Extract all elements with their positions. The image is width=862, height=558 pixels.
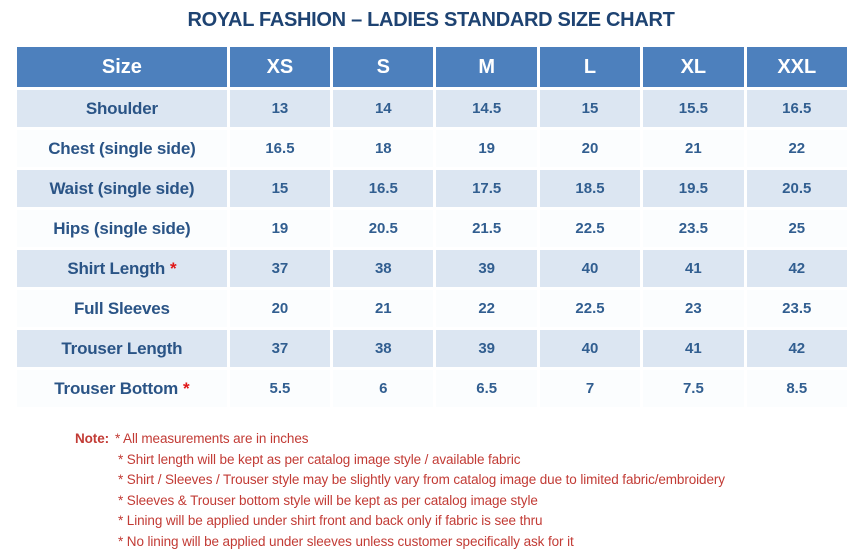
- cell-value: 21.5: [436, 210, 537, 247]
- cell-value: 23.5: [746, 290, 847, 327]
- header-row: Size XS S M L XL XXL: [17, 47, 847, 87]
- row-label-text: Hips (single side): [53, 218, 191, 238]
- cell-value: 15.5: [643, 90, 744, 127]
- cell-value: 42: [746, 250, 847, 287]
- cell-value: 37: [229, 330, 331, 367]
- cell-value: 22: [436, 290, 537, 327]
- row-label: Hips (single side): [17, 210, 227, 247]
- cell-value: 8.5: [746, 370, 847, 407]
- cell-value: 22.5: [539, 210, 641, 247]
- note-line: * Sleeves & Trouser bottom style will be…: [118, 492, 538, 508]
- cell-value: 17.5: [436, 170, 537, 207]
- notes-section: Note: * All measurements are in inches * …: [75, 429, 862, 552]
- row-label-text: Shirt Length: [67, 258, 166, 278]
- cell-value: 16.5: [746, 90, 847, 127]
- note-text: * All measurements are in inches: [115, 431, 309, 446]
- cell-value: 14: [333, 90, 434, 127]
- table-row-chest: Chest (single side) 16.5 18 19 20 21 22: [17, 130, 847, 167]
- table-row-full-sleeves: Full Sleeves 20 21 22 22.5 23 23.5: [17, 290, 847, 327]
- cell-value: 39: [436, 250, 537, 287]
- cell-value: 25: [746, 210, 847, 247]
- row-label: Shirt Length *: [17, 250, 227, 287]
- cell-value: 16.5: [333, 170, 434, 207]
- cell-value: 22.5: [539, 290, 641, 327]
- cell-value: 14.5: [436, 90, 537, 127]
- table-row-shirt-length: Shirt Length * 37 38 39 40 41 42: [17, 250, 847, 287]
- row-label: Full Sleeves: [17, 290, 227, 327]
- cell-value: 40: [539, 330, 641, 367]
- row-label-text: Full Sleeves: [73, 298, 170, 318]
- row-label: Chest (single side): [17, 130, 227, 167]
- cell-value: 37: [229, 250, 331, 287]
- column-header-xxl: XXL: [746, 47, 847, 87]
- cell-value: 20: [229, 290, 331, 327]
- table-row-waist: Waist (single side) 15 16.5 17.5 18.5 19…: [17, 170, 847, 207]
- row-label: Trouser Bottom *: [17, 370, 227, 407]
- cell-value: 40: [539, 250, 641, 287]
- cell-value: 22: [746, 130, 847, 167]
- row-label-text: Waist (single side): [49, 178, 195, 198]
- asterisk-mark: *: [183, 378, 190, 398]
- row-label: Trouser Length: [17, 330, 227, 367]
- note-line: * No lining will be applied under sleeve…: [118, 533, 574, 549]
- row-label-text: Chest (single side): [48, 138, 196, 158]
- cell-value: 6: [333, 370, 434, 407]
- cell-value: 18: [333, 130, 434, 167]
- column-header-m: M: [436, 47, 537, 87]
- row-label: Shoulder: [17, 90, 227, 127]
- cell-value: 6.5: [436, 370, 537, 407]
- page-title: ROYAL FASHION – LADIES STANDARD SIZE CHA…: [187, 9, 675, 31]
- cell-value: 20: [539, 130, 641, 167]
- note-line: * Lining will be applied under shirt fro…: [118, 513, 543, 528]
- note-line: * Shirt / Sleeves / Trouser style may be…: [118, 472, 725, 487]
- table-row-hips: Hips (single side) 19 20.5 21.5 22.5 23.…: [17, 210, 847, 247]
- cell-value: 23.5: [643, 210, 744, 247]
- table-row-shoulder: Shoulder 13 14 14.5 15 15.5 16.5: [17, 90, 847, 127]
- cell-value: 38: [333, 330, 434, 367]
- row-label: Waist (single side): [17, 170, 227, 207]
- cell-value: 42: [746, 330, 847, 367]
- note-line: * Shirt length will be kept as per catal…: [118, 451, 521, 467]
- column-header-xs: XS: [229, 47, 331, 87]
- row-label-text: Trouser Bottom: [54, 378, 179, 398]
- cell-value: 20.5: [746, 170, 847, 207]
- cell-value: 19.5: [643, 170, 744, 207]
- column-header-xl: XL: [643, 47, 744, 87]
- cell-value: 7: [539, 370, 641, 407]
- row-label-text: Trouser Length: [61, 338, 183, 358]
- column-header-l: L: [539, 47, 641, 87]
- cell-value: 21: [643, 130, 744, 167]
- cell-value: 19: [229, 210, 331, 247]
- table-row-trouser-bottom: Trouser Bottom * 5.5 6 6.5 7 7.5 8.5: [17, 370, 847, 407]
- note-label: Note:: [75, 431, 109, 446]
- cell-value: 13: [229, 90, 331, 127]
- cell-value: 39: [436, 330, 537, 367]
- cell-value: 20.5: [333, 210, 434, 247]
- cell-value: 7.5: [643, 370, 744, 407]
- row-label-text: Shoulder: [85, 98, 158, 118]
- cell-value: 41: [643, 330, 744, 367]
- cell-value: 15: [539, 90, 641, 127]
- cell-value: 38: [333, 250, 434, 287]
- size-chart-table: Size XS S M L XL XXL Shoulder 13 14 14.5…: [14, 44, 850, 410]
- cell-value: 18.5: [539, 170, 641, 207]
- cell-value: 23: [643, 290, 744, 327]
- column-header-size: Size: [17, 47, 227, 87]
- cell-value: 15: [229, 170, 331, 207]
- table-row-trouser-length: Trouser Length 37 38 39 40 41 42: [17, 330, 847, 367]
- asterisk-mark: *: [170, 258, 177, 278]
- cell-value: 5.5: [229, 370, 331, 407]
- column-header-s: S: [333, 47, 434, 87]
- note-line: Note: * All measurements are in inches: [75, 429, 862, 450]
- cell-value: 19: [436, 130, 537, 167]
- cell-value: 41: [643, 250, 744, 287]
- cell-value: 21: [333, 290, 434, 327]
- cell-value: 16.5: [229, 130, 331, 167]
